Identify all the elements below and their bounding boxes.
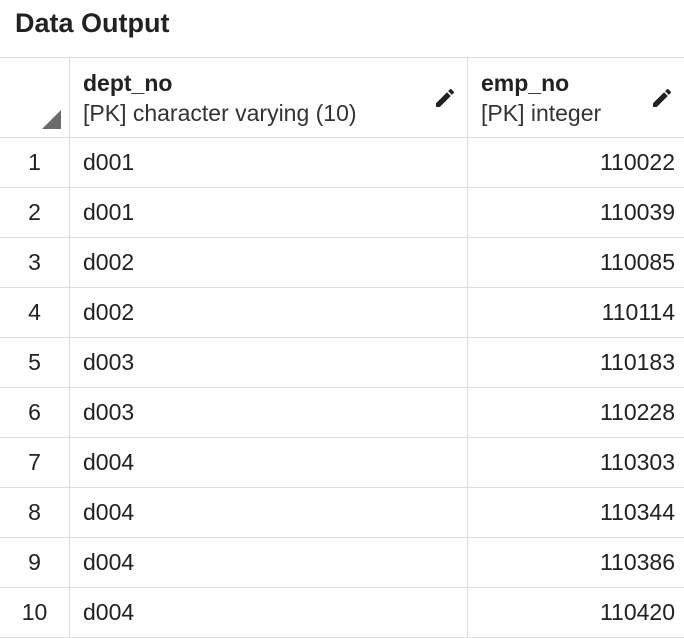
cell-emp-no[interactable]: 110039 — [599, 199, 675, 225]
cell-dept-no[interactable]: d001 — [70, 138, 468, 187]
cell-dept-no[interactable]: d004 — [70, 588, 468, 637]
grid-header-row: dept_no [PK] character varying (10) emp_… — [0, 58, 684, 138]
row-number[interactable]: 4 — [0, 288, 70, 337]
row-number[interactable]: 8 — [0, 488, 70, 537]
column-header-emp-no[interactable]: emp_no [PK] integer — [468, 58, 684, 137]
cell-emp-no[interactable]: 110022 — [599, 149, 675, 175]
cell-emp-no[interactable]: 110303 — [599, 449, 675, 475]
column-name: dept_no — [83, 70, 173, 96]
cell-emp-no[interactable]: 110386 — [599, 549, 675, 575]
column-type: [PK] character varying (10) — [83, 100, 357, 126]
corner-resize-icon — [42, 110, 61, 129]
row-number[interactable]: 7 — [0, 438, 70, 487]
cell-emp-no[interactable]: 110344 — [599, 499, 675, 525]
cell-dept-no[interactable]: d001 — [70, 188, 468, 237]
data-grid: dept_no [PK] character varying (10) emp_… — [0, 57, 684, 638]
table-row[interactable]: 1 d001 110022 — [0, 138, 684, 188]
cell-emp-no[interactable]: 110420 — [599, 599, 675, 625]
row-number[interactable]: 10 — [0, 588, 70, 637]
cell-emp-no[interactable]: 110085 — [599, 249, 675, 275]
cell-dept-no[interactable]: d003 — [70, 338, 468, 387]
pencil-icon[interactable] — [650, 86, 674, 110]
column-name: emp_no — [481, 70, 570, 96]
row-number[interactable]: 2 — [0, 188, 70, 237]
row-number[interactable]: 3 — [0, 238, 70, 287]
table-row[interactable]: 3 d002 110085 — [0, 238, 684, 288]
table-row[interactable]: 5 d003 110183 — [0, 338, 684, 388]
table-row[interactable]: 4 d002 110114 — [0, 288, 684, 338]
table-row[interactable]: 6 d003 110228 — [0, 388, 684, 438]
row-number[interactable]: 6 — [0, 388, 70, 437]
cell-dept-no[interactable]: d002 — [70, 288, 468, 337]
pencil-icon[interactable] — [433, 86, 457, 110]
cell-emp-no[interactable]: 110183 — [599, 349, 675, 375]
panel-title: Data Output — [15, 8, 170, 38]
cell-emp-no[interactable]: 110114 — [601, 299, 675, 325]
table-row[interactable]: 7 d004 110303 — [0, 438, 684, 488]
row-number[interactable]: 9 — [0, 538, 70, 587]
cell-dept-no[interactable]: d004 — [70, 438, 468, 487]
table-row[interactable]: 9 d004 110386 — [0, 538, 684, 588]
column-header-dept-no[interactable]: dept_no [PK] character varying (10) — [70, 58, 468, 137]
table-row[interactable]: 10 d004 110420 — [0, 588, 684, 638]
table-row[interactable]: 8 d004 110344 — [0, 488, 684, 538]
cell-dept-no[interactable]: d004 — [70, 488, 468, 537]
select-all-corner[interactable] — [0, 58, 70, 137]
cell-emp-no[interactable]: 110228 — [599, 399, 675, 425]
table-row[interactable]: 2 d001 110039 — [0, 188, 684, 238]
cell-dept-no[interactable]: d003 — [70, 388, 468, 437]
cell-dept-no[interactable]: d004 — [70, 538, 468, 587]
cell-dept-no[interactable]: d002 — [70, 238, 468, 287]
row-number[interactable]: 1 — [0, 138, 70, 187]
row-number[interactable]: 5 — [0, 338, 70, 387]
column-type: [PK] integer — [481, 100, 602, 126]
